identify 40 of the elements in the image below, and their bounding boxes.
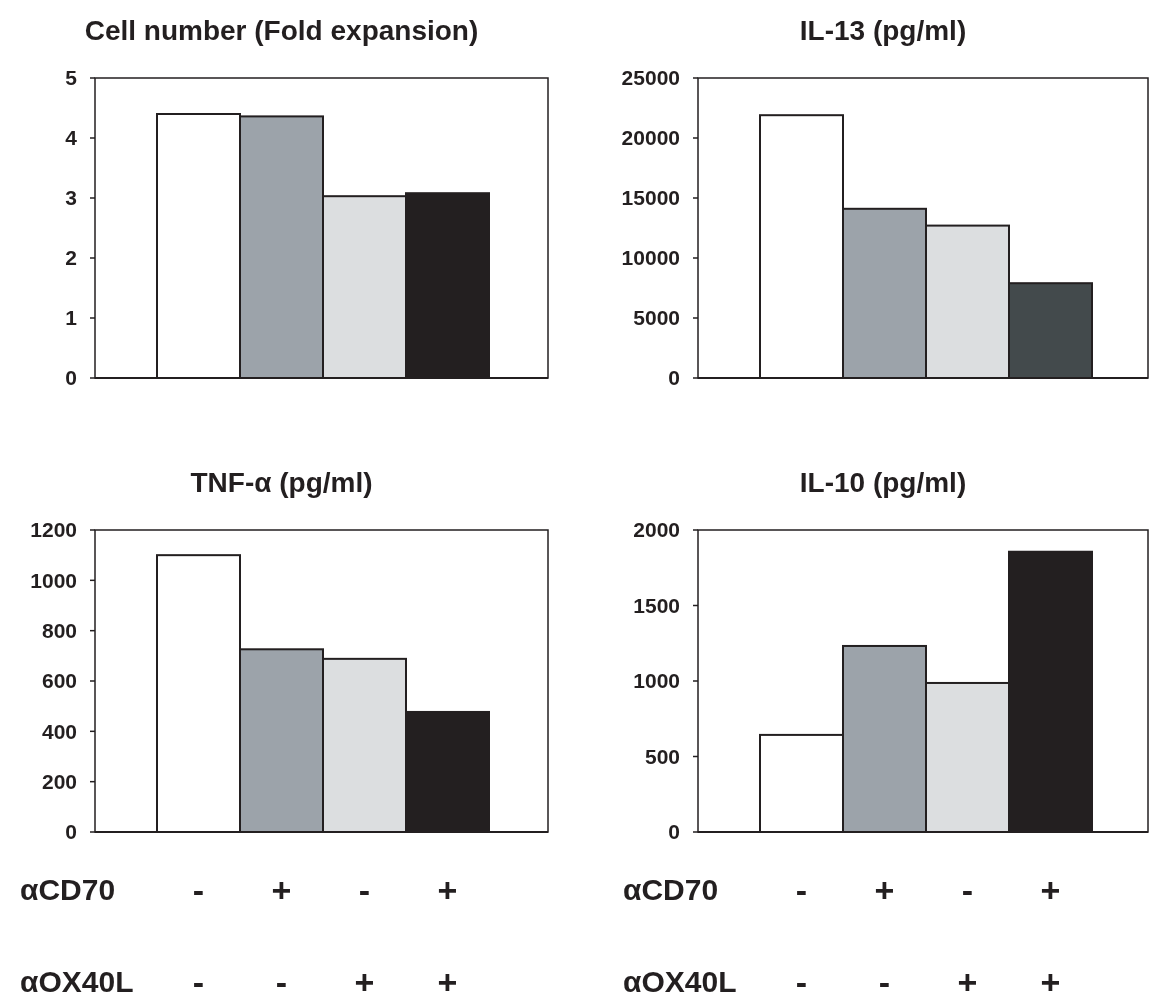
y-tick-label: 1 (65, 306, 78, 330)
y-tick-label: 600 (41, 669, 77, 693)
category-label: + + (1040, 871, 1061, 994)
text: αCD70 (20, 873, 116, 906)
category-label: + + (437, 871, 458, 994)
category-label: - - (192, 871, 205, 994)
y-tick-label: 1000 (633, 669, 680, 693)
y-tick-label: 1500 (633, 593, 680, 617)
y-tick-label: 5 (65, 66, 78, 90)
y-tick-label: 4 (65, 126, 78, 150)
y-tick-label: 3 (65, 186, 77, 210)
y-tick-label: 0 (65, 366, 77, 390)
y-tick-label: 500 (644, 744, 680, 768)
chart-title: IL-13 (pg/ml) (799, 15, 967, 46)
y-tick-label: 400 (41, 719, 77, 743)
category-label: - - (795, 871, 808, 994)
category-label: - + (957, 871, 978, 994)
y-tick-label: 2000 (633, 518, 680, 542)
category-label: + - (271, 871, 292, 994)
y-tick-label: 200 (41, 770, 77, 794)
y-tick-label: 1200 (30, 518, 77, 542)
y-tick-label: 15000 (621, 186, 680, 210)
y-tick-label: 1000 (30, 568, 77, 592)
y-tick-label: 10000 (621, 246, 680, 270)
text: αOX40L (20, 965, 134, 994)
y-tick-label: 0 (668, 820, 680, 844)
category-label: - + (354, 871, 375, 994)
y-tick-label: 20000 (621, 126, 680, 150)
category-label: + - (874, 871, 895, 994)
y-tick-label: 0 (668, 366, 680, 390)
y-tick-label: 0 (65, 820, 77, 844)
y-tick-label: 2 (65, 246, 77, 270)
y-tick-label: 800 (41, 619, 77, 643)
y-tick-label: 25000 (621, 66, 680, 90)
chart-title: TNF-α (pg/ml) (190, 467, 373, 498)
chart-title: IL-10 (pg/ml) (799, 467, 967, 498)
y-tick-label: 5000 (633, 306, 680, 330)
text: αOX40L (623, 965, 737, 994)
chart-title: Cell number (Fold expansion) (84, 15, 479, 46)
text: αCD70 (623, 873, 719, 906)
